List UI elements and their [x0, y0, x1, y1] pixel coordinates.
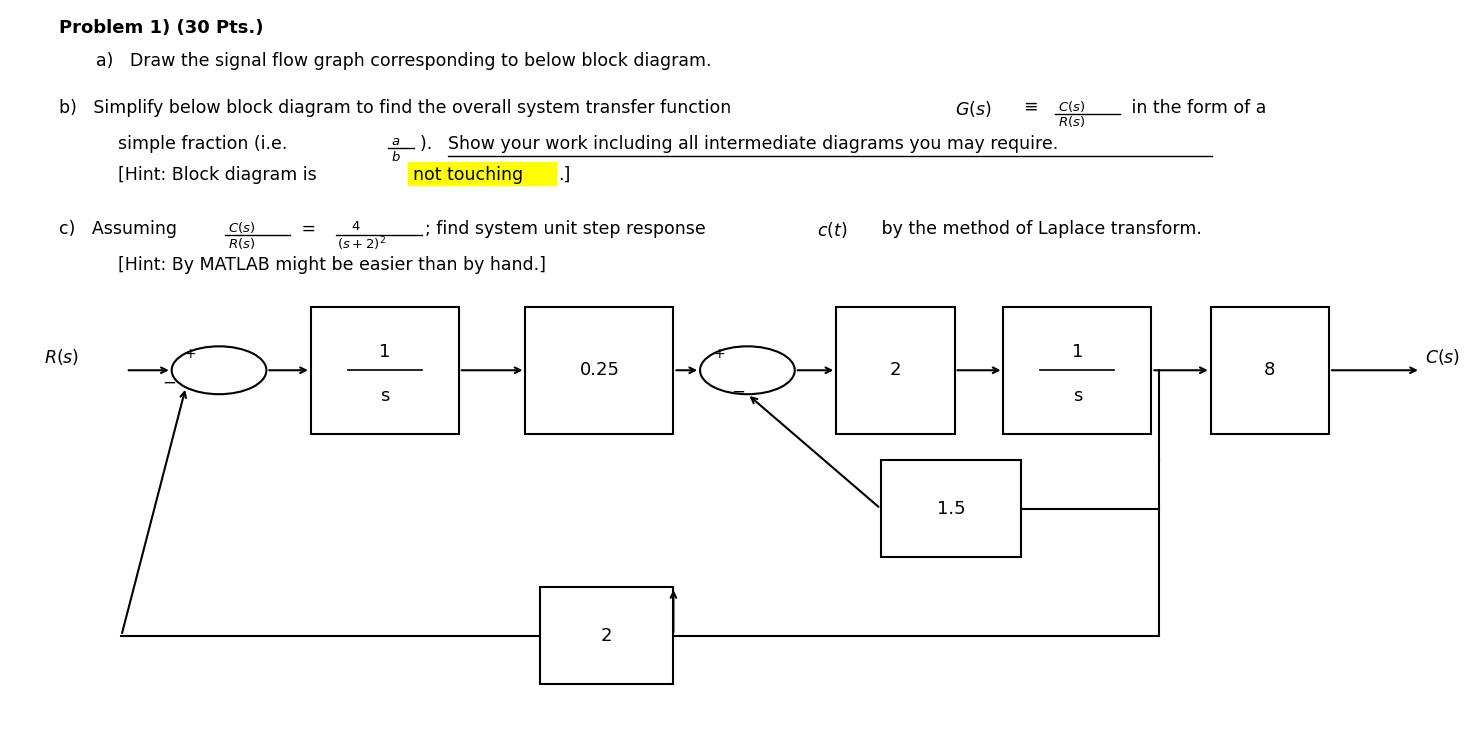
Text: ).: ). [420, 135, 438, 153]
Text: $4$: $4$ [351, 220, 361, 233]
Text: by the method of Laplace transform.: by the method of Laplace transform. [876, 220, 1202, 238]
Bar [408, 162, 556, 185]
Text: −: − [731, 383, 744, 401]
Text: =: = [296, 220, 321, 238]
Text: +: + [713, 346, 725, 361]
FancyBboxPatch shape [540, 587, 673, 684]
FancyBboxPatch shape [1003, 307, 1151, 434]
Text: 1: 1 [379, 343, 391, 361]
Text: 1: 1 [1072, 343, 1083, 361]
Text: $R(s)$: $R(s)$ [1058, 114, 1085, 129]
Text: 0.25: 0.25 [579, 361, 620, 379]
Text: $c(t)$: $c(t)$ [817, 220, 848, 240]
Text: $b$: $b$ [391, 150, 401, 164]
Text: Problem 1) (30 Pts.): Problem 1) (30 Pts.) [59, 19, 263, 37]
Text: $C(s)$: $C(s)$ [228, 220, 255, 235]
FancyBboxPatch shape [836, 307, 955, 434]
Text: $a$: $a$ [391, 135, 400, 147]
Text: b)   Simplify below block diagram to find the overall system transfer function: b) Simplify below block diagram to find … [59, 99, 737, 117]
Circle shape [172, 346, 266, 394]
Text: $\equiv$: $\equiv$ [1020, 96, 1037, 114]
Text: ; find system unit step response: ; find system unit step response [425, 220, 710, 238]
Text: $R(s)$: $R(s)$ [44, 346, 80, 367]
Text: Show your work including all intermediate diagrams you may require.: Show your work including all intermediat… [448, 135, 1058, 153]
Text: $C(s)$: $C(s)$ [1425, 346, 1461, 367]
Text: 8: 8 [1264, 361, 1276, 379]
Text: $(s+2)^2$: $(s+2)^2$ [337, 236, 386, 254]
Text: .]: .] [558, 166, 570, 184]
FancyBboxPatch shape [881, 460, 1021, 557]
Text: 2: 2 [889, 361, 901, 379]
Text: $G(s)$: $G(s)$ [955, 99, 992, 119]
Text: −: − [163, 373, 176, 391]
Text: in the form of a: in the form of a [1126, 99, 1267, 117]
Text: not touching: not touching [413, 166, 522, 184]
Circle shape [700, 346, 795, 394]
FancyBboxPatch shape [311, 307, 459, 434]
Text: s: s [380, 387, 389, 405]
FancyBboxPatch shape [1211, 307, 1329, 434]
Text: $C(s)$: $C(s)$ [1058, 99, 1085, 114]
Text: 2: 2 [601, 627, 613, 645]
Text: $R(s)$: $R(s)$ [228, 236, 255, 251]
Text: [Hint: By MATLAB might be easier than by hand.]: [Hint: By MATLAB might be easier than by… [118, 256, 546, 274]
Text: c)   Assuming: c) Assuming [59, 220, 182, 238]
Text: simple fraction (i.e.: simple fraction (i.e. [118, 135, 293, 153]
Text: +: + [185, 346, 197, 361]
FancyBboxPatch shape [525, 307, 673, 434]
Text: 1.5: 1.5 [937, 500, 965, 518]
Text: s: s [1073, 387, 1082, 405]
Text: a)   Draw the signal flow graph corresponding to below block diagram.: a) Draw the signal flow graph correspond… [96, 52, 712, 70]
Text: [Hint: Block diagram is: [Hint: Block diagram is [118, 166, 323, 184]
